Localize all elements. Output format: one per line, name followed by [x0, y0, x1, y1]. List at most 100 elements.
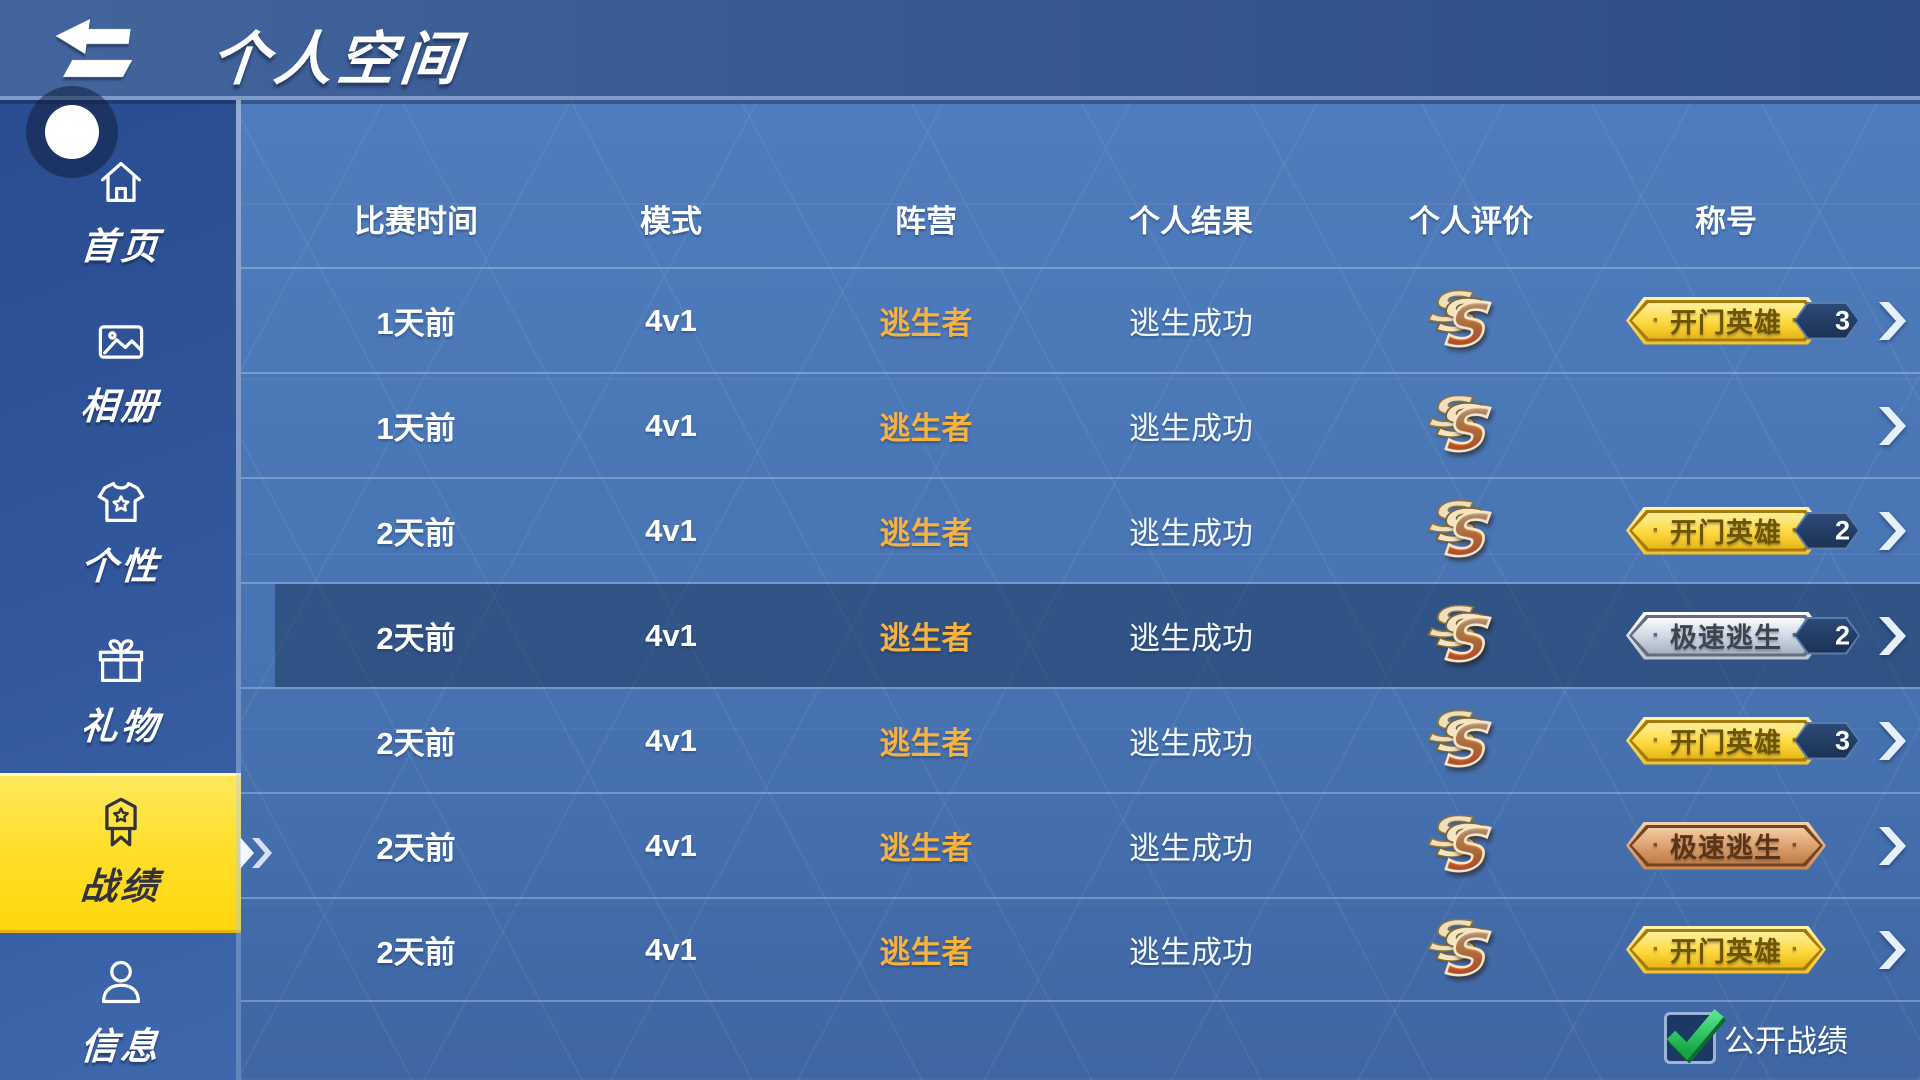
title-badge: 开门英雄 [1626, 925, 1826, 974]
gift-icon [95, 636, 147, 688]
sidebar-item-label: 首页 [78, 226, 162, 267]
chevron-right-icon [1876, 930, 1906, 969]
result-cell: 逃生成功 [1129, 411, 1253, 446]
sidebar-item-label: 个性 [78, 546, 162, 587]
title-badge-cell: 开门英雄3 [1601, 296, 1860, 345]
column-header-6: 称号 [1695, 204, 1757, 239]
s-rank-icon: SSS [1424, 701, 1497, 781]
match-rows: 1天前4v1逃生者逃生成功SSS开门英雄31天前4v1逃生者逃生成功SSS2天前… [241, 267, 1920, 1002]
match-mode-cell: 4v1 [645, 722, 697, 758]
match-mode-cell: 4v1 [645, 931, 697, 967]
match-mode-cell: 4v1 [645, 617, 697, 653]
title-badge: 开门英雄3 [1626, 296, 1860, 345]
checkbox-box [1664, 1009, 1726, 1064]
sidebar-item-label: 战绩 [78, 866, 162, 907]
column-header-4: 个人结果 [1129, 204, 1253, 239]
chevron-right-icon [1876, 616, 1906, 655]
result-cell: 逃生成功 [1129, 831, 1253, 866]
medal-icon [95, 796, 147, 848]
table-header: 比赛时间 模式 阵营 个人结果 个人评价 称号 [241, 100, 1920, 267]
tshirt-icon [95, 476, 147, 528]
page-title: 个人空间 [208, 27, 467, 92]
title-badge-cell: 开门英雄3 [1601, 716, 1860, 765]
s-rank-icon: SSS [1424, 491, 1497, 571]
chevron-right-icon [1876, 826, 1906, 865]
result-cell: 逃生成功 [1129, 306, 1253, 341]
title-badge: 开门英雄2 [1626, 506, 1860, 555]
match-row[interactable]: 1天前 4v1 逃生者 逃生成功 SSS [241, 372, 1920, 477]
match-time-cell: 2天前 [376, 726, 456, 761]
s-rank-icon: SSS [1424, 386, 1497, 466]
title-badge-text: 开门英雄 [1626, 297, 1826, 345]
match-row[interactable]: 2天前 4v1 逃生者 逃生成功 SSS 极速逃生2 [241, 582, 1920, 687]
title-badge-cell: 开门英雄2 [1601, 506, 1860, 555]
s-rank-icon: SSS [1424, 281, 1497, 361]
sidebar-item-gifts[interactable]: 礼物 [0, 613, 241, 773]
chevron-right-icon [1876, 301, 1906, 340]
rating-cell: SSS [1341, 910, 1601, 990]
match-row[interactable]: 2天前 4v1 逃生者 逃生成功 SSS 开门英雄2 [241, 477, 1920, 582]
row-detail-button[interactable] [1851, 616, 1920, 655]
sidebar-item-info[interactable]: 信息 [0, 933, 241, 1080]
selected-tab-chevron-icon [250, 838, 272, 873]
row-detail-button[interactable] [1851, 930, 1920, 969]
rating-cell: SSS [1341, 596, 1601, 676]
title-badge-text: 开门英雄 [1626, 717, 1826, 765]
sidebar-item-album[interactable]: 相册 [0, 293, 241, 453]
column-header-5: 个人评价 [1409, 204, 1533, 239]
public-records-checkbox[interactable]: 公开战绩 [1664, 1009, 1848, 1064]
sidebar: 首页相册个性礼物战绩信息 [0, 100, 241, 1080]
result-cell: 逃生成功 [1129, 935, 1253, 970]
faction-cell: 逃生者 [879, 726, 973, 761]
sidebar-item-records[interactable]: 战绩 [0, 773, 241, 933]
column-header-2: 模式 [640, 204, 702, 239]
match-time-cell: 2天前 [376, 516, 456, 551]
sidebar-item-home[interactable]: 首页 [0, 133, 241, 293]
photo-icon [95, 316, 147, 368]
match-row[interactable]: 2天前 4v1 逃生者 逃生成功 SSS 极速逃生 [241, 792, 1920, 897]
title-badge: 极速逃生 [1626, 821, 1826, 870]
floating-button[interactable] [26, 86, 118, 178]
sidebar-item-label: 相册 [78, 386, 162, 427]
row-detail-button[interactable] [1851, 721, 1920, 760]
rating-cell: SSS [1341, 806, 1601, 886]
sidebar-divider [236, 100, 241, 1080]
match-row[interactable]: 2天前 4v1 逃生者 逃生成功 SSS 开门英雄 [241, 897, 1920, 1002]
result-cell: 逃生成功 [1129, 726, 1253, 761]
title-badge-cell: 开门英雄 [1601, 925, 1851, 974]
match-row[interactable]: 1天前 4v1 逃生者 逃生成功 SSS 开门英雄3 [241, 267, 1920, 372]
match-row[interactable]: 2天前 4v1 逃生者 逃生成功 SSS 开门英雄3 [241, 687, 1920, 792]
match-time-cell: 2天前 [376, 831, 456, 866]
column-header-1: 比赛时间 [354, 204, 478, 239]
result-cell: 逃生成功 [1129, 621, 1253, 656]
title-badge-text: 开门英雄 [1626, 926, 1826, 974]
row-detail-button[interactable] [1851, 301, 1920, 340]
match-time-cell: 1天前 [376, 411, 456, 446]
title-badge: 极速逃生2 [1626, 611, 1860, 660]
row-detail-button[interactable] [1851, 511, 1920, 550]
match-mode-cell: 4v1 [645, 302, 697, 338]
match-time-cell: 1天前 [376, 306, 456, 341]
result-cell: 逃生成功 [1129, 516, 1253, 551]
sidebar-item-label: 信息 [78, 1026, 162, 1067]
s-rank-icon: SSS [1424, 910, 1497, 990]
person-icon [95, 956, 147, 1008]
checkmark-icon [1666, 1009, 1726, 1064]
sidebar-nav: 首页相册个性礼物战绩信息 [0, 133, 241, 1080]
sidebar-item-personality[interactable]: 个性 [0, 453, 241, 613]
chevron-right-icon [1876, 406, 1906, 445]
back-button[interactable] [46, 16, 146, 82]
match-time-cell: 2天前 [376, 935, 456, 970]
title-badge-text: 极速逃生 [1626, 612, 1826, 660]
sidebar-item-label: 礼物 [78, 706, 162, 747]
s-rank-icon: SSS [1424, 806, 1497, 886]
title-badge-text: 开门英雄 [1626, 507, 1826, 555]
home-icon [95, 156, 147, 208]
faction-cell: 逃生者 [879, 935, 973, 970]
row-detail-button[interactable] [1851, 406, 1920, 445]
title-badge-cell: 极速逃生 [1601, 821, 1851, 870]
row-detail-button[interactable] [1851, 826, 1920, 865]
column-header-3: 阵营 [895, 204, 957, 239]
match-time-cell: 2天前 [376, 621, 456, 656]
